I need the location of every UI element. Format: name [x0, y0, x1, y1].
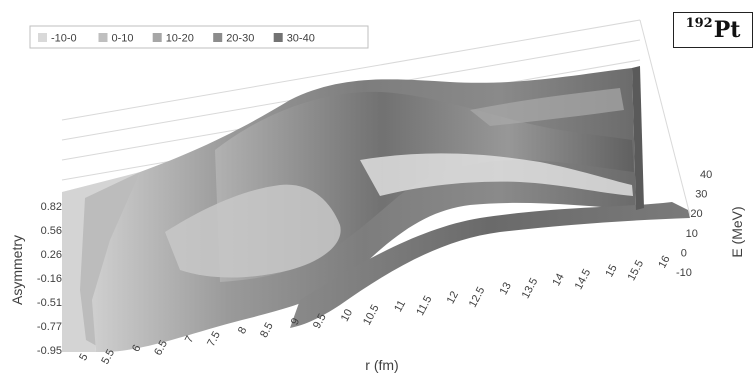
y-tick-label: -0.51: [37, 297, 62, 309]
x-tick-label: 13.5: [520, 276, 541, 301]
y-axis-ticks: 0.82 0.56 0.26 -0.16 -0.51 -0.77 -0.95: [37, 201, 62, 357]
element-symbol: Pt: [713, 17, 741, 43]
y-tick-label: 0.56: [41, 225, 62, 237]
x-tick-label: 11: [392, 298, 408, 314]
x-tick-label: 5: [77, 352, 90, 363]
z-tick-label: 30: [695, 189, 707, 201]
x-tick-label: 11.5: [414, 294, 434, 318]
y-tick-label: -0.77: [37, 321, 62, 333]
y-tick-label: 0.26: [41, 249, 62, 261]
x-tick-label: 14.5: [573, 267, 594, 292]
x-tick-label: 15: [603, 263, 619, 279]
legend-swatch: [38, 33, 47, 42]
surface-highlight-2: [360, 153, 633, 196]
y-tick-label: -0.16: [37, 273, 62, 285]
legend-swatch: [273, 33, 283, 42]
surface-highlight-3: [470, 88, 624, 126]
x-tick-label: 14: [550, 272, 566, 288]
x-tick-label: 7.5: [205, 330, 223, 349]
z-tick-label: -10: [676, 267, 692, 279]
x-axis-title: r (fm): [365, 357, 398, 373]
y-axis-title: Asymmetry: [9, 235, 25, 305]
x-tick-label: 10: [339, 307, 355, 323]
surface-front-lip: [290, 202, 690, 328]
legend-label: 30-40: [287, 33, 315, 45]
z-tick-label: 0: [681, 247, 687, 259]
legend-swatch: [213, 33, 223, 42]
x-tick-label: 12: [445, 289, 461, 305]
y-tick-label: -0.95: [37, 345, 62, 357]
surface-highlight-1: [165, 184, 341, 278]
legend-label: -10-0: [51, 33, 77, 45]
x-tick-label: 8: [236, 325, 249, 336]
legend-swatch: [152, 33, 162, 42]
z-tick-label: 10: [686, 228, 698, 240]
surface-right-cap: [632, 66, 644, 210]
isotope-label: 192 Pt: [673, 12, 753, 48]
legend-label: 10-20: [166, 33, 194, 45]
x-tick-label: 13: [498, 281, 514, 297]
x-tick-label: 6: [130, 343, 143, 354]
legend: -10-0 0-10 10-20 20-30 30-40: [29, 25, 369, 49]
x-tick-label: 9: [289, 316, 302, 327]
z-tick-label: 40: [700, 169, 712, 181]
x-tick-label: 7: [183, 334, 196, 345]
legend-swatch: [98, 33, 108, 42]
energy-surface: [62, 66, 690, 352]
legend-label: 0-10: [112, 33, 134, 45]
x-tick-label: 8.5: [258, 321, 276, 340]
z-axis-title: E (MeV): [729, 206, 745, 257]
x-tick-label: 10.5: [361, 303, 382, 328]
z-axis-ticks: -10 0 10 20 30 40: [676, 169, 712, 279]
x-tick-label: 16: [656, 254, 672, 270]
legend-frame: [29, 25, 369, 49]
legend-label: 20-30: [226, 33, 254, 45]
x-tick-label: 15.5: [626, 258, 647, 283]
z-tick-label: 20: [690, 208, 702, 220]
mass-number: 192: [685, 15, 713, 31]
y-tick-label: 0.82: [41, 201, 62, 213]
x-tick-label: 12.5: [467, 285, 488, 310]
